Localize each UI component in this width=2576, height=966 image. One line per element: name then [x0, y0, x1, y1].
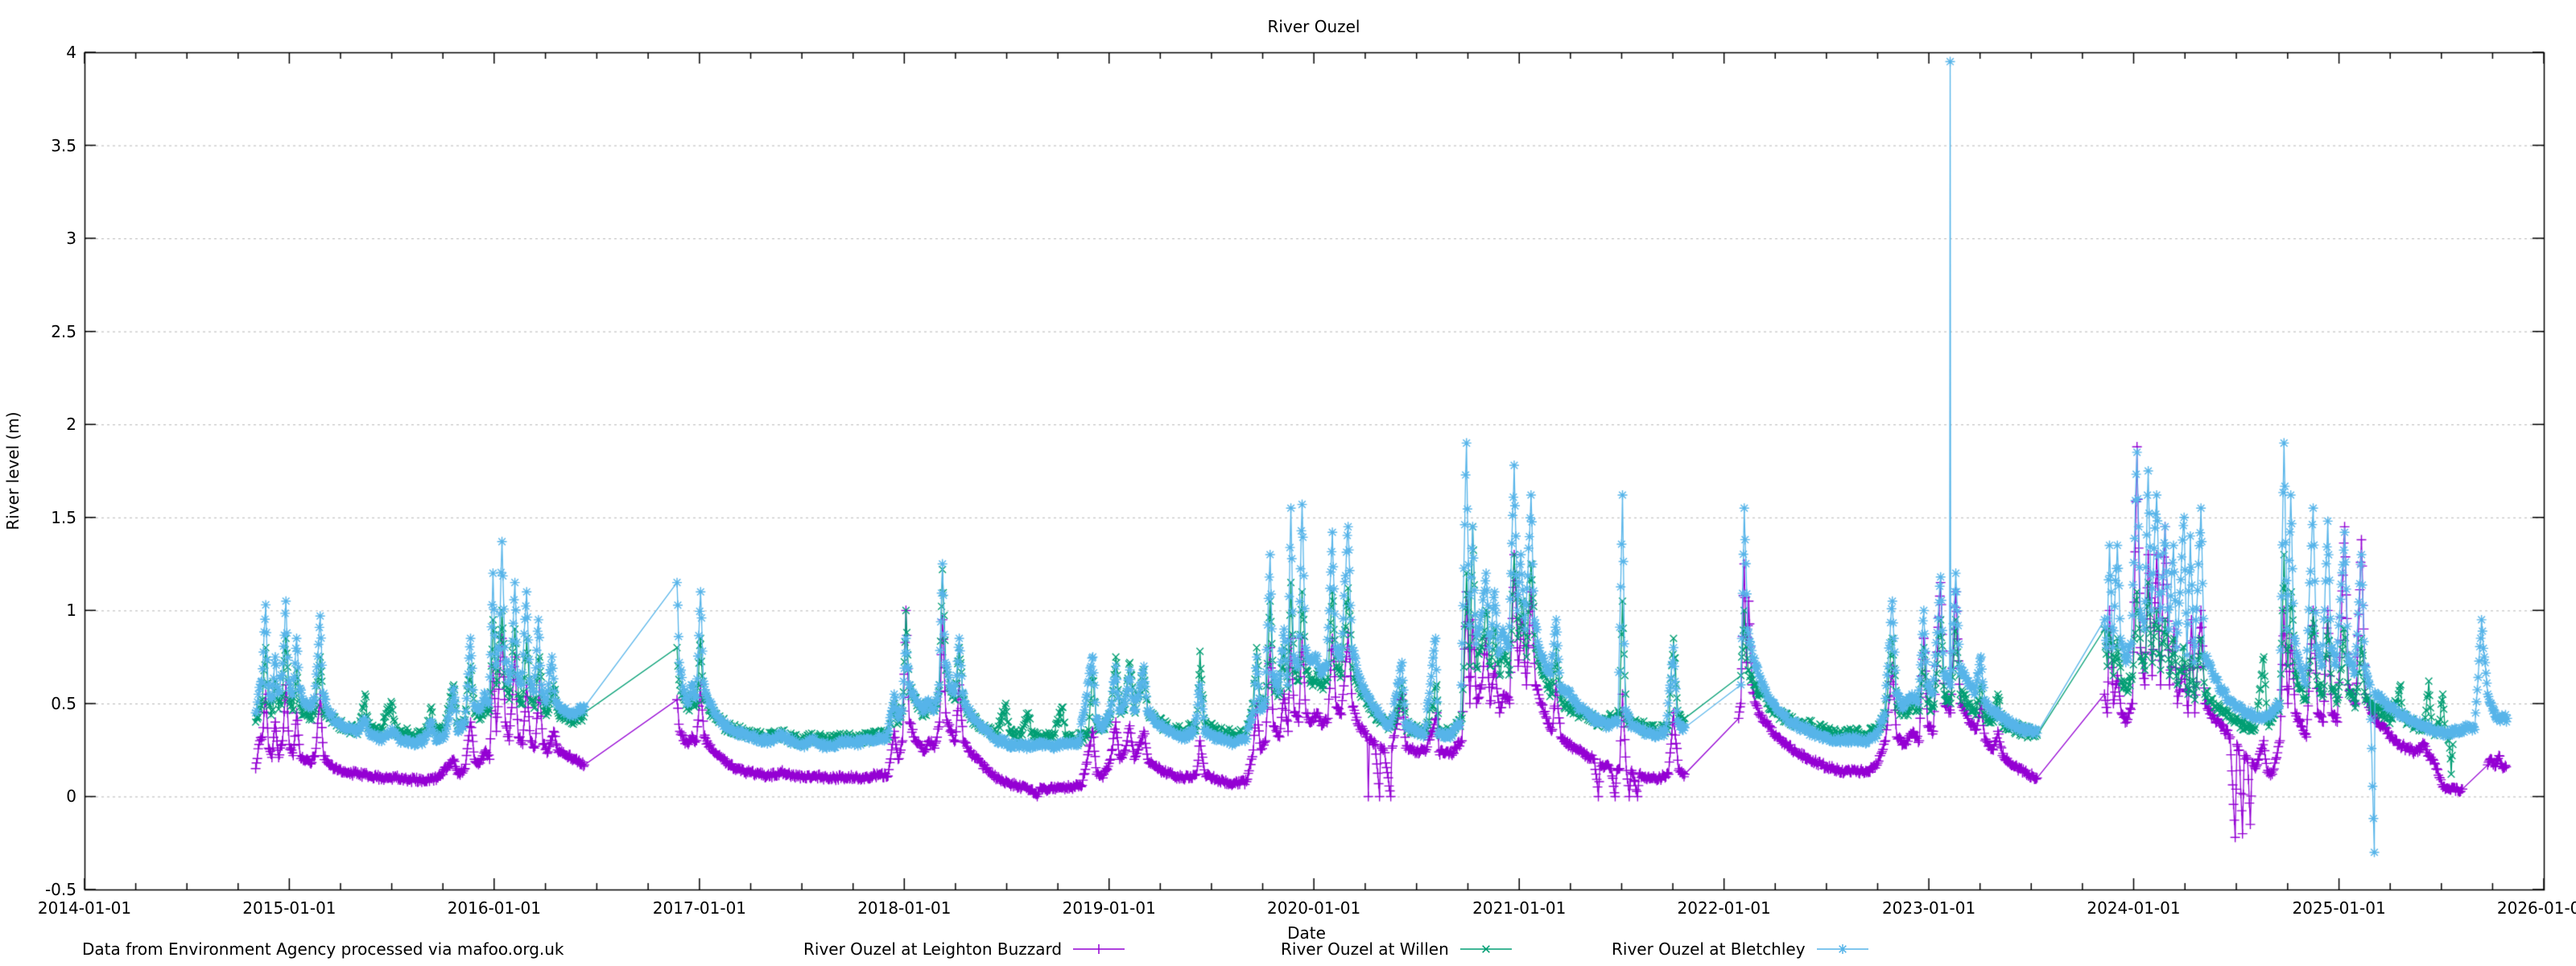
legend-label: River Ouzel at Willen: [1281, 939, 1449, 959]
x-tick-label: 2014-01-01: [37, 898, 132, 918]
legend-line-sample: [1073, 944, 1125, 954]
legend-line-sample: [1816, 944, 1868, 954]
y-tick-label: 0: [66, 786, 76, 807]
x-tick-label: 2016-01-01: [447, 898, 541, 918]
y-tick-label: 4: [66, 43, 76, 62]
x-tick-label: 2024-01-01: [2087, 898, 2181, 918]
x-tick-label: 2023-01-01: [1881, 898, 1976, 918]
x-tick-label: 2025-01-01: [2292, 898, 2386, 918]
x-tick-label: 2017-01-01: [652, 898, 747, 918]
y-tick-label: 0.5: [51, 693, 76, 713]
x-tick-label: 2026-01-01: [2496, 898, 2576, 918]
x-tick-label: 2021-01-01: [1472, 898, 1567, 918]
chart-title: River Ouzel: [1267, 17, 1360, 36]
y-tick-label: 2.5: [51, 321, 76, 341]
y-tick-label: 2: [66, 415, 76, 435]
legend-label: River Ouzel at Leighton Buzzard: [803, 939, 1063, 959]
x-tick-label: 2019-01-01: [1062, 898, 1156, 918]
legend-line-sample: [1459, 945, 1512, 953]
y-tick-label: -0.5: [44, 880, 76, 899]
legend-entry: River Ouzel at Bletchley: [1612, 939, 1869, 959]
y-tick-label: 1.5: [51, 507, 76, 527]
legend-label: River Ouzel at Bletchley: [1612, 939, 1806, 959]
x-tick-label: 2020-01-01: [1267, 898, 1361, 918]
x-tick-label: 2022-01-01: [1677, 898, 1771, 918]
attribution-text: Data from Environment Agency processed v…: [82, 939, 564, 959]
x-tick-label: 2015-01-01: [242, 898, 336, 918]
y-tick-label: 1: [66, 601, 76, 621]
x-axis-label: Date: [1287, 923, 1326, 943]
y-tick-label: 3.5: [51, 135, 76, 155]
legend-entry: River Ouzel at Leighton Buzzard: [803, 939, 1125, 959]
x-tick-label: 2018-01-01: [857, 898, 952, 918]
legend-entry: River Ouzel at Willen: [1281, 939, 1513, 959]
y-tick-label: 3: [66, 229, 76, 249]
